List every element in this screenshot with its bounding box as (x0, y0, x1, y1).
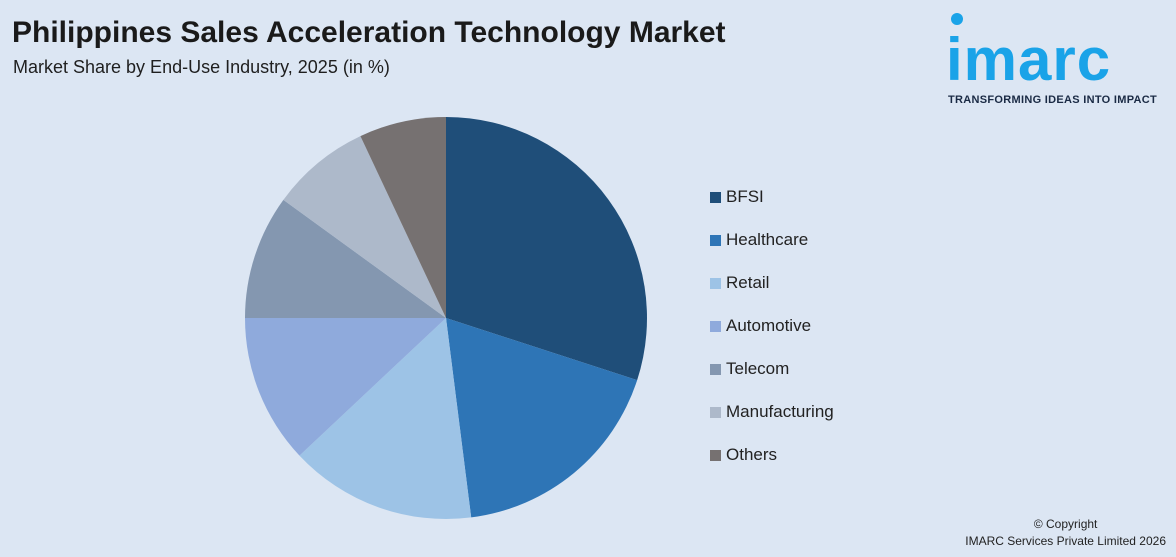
pie-slice-others (360, 117, 446, 318)
legend-swatch (710, 363, 721, 375)
legend-item-retail: Retail (710, 272, 769, 294)
pie-slice-healthcare (446, 318, 638, 518)
imarc-logo: imarc TRANSFORMING IDEAS INTO IMPACT (946, 12, 1170, 108)
logo-wordmark: imarc (946, 26, 1112, 93)
legend-item-others: Others (710, 444, 777, 466)
logo-tagline: TRANSFORMING IDEAS INTO IMPACT (948, 94, 1158, 106)
legend-swatch (710, 449, 721, 461)
legend-item-bfsi: BFSI (710, 186, 764, 208)
legend-label: Automotive (726, 316, 812, 335)
legend-item-healthcare: Healthcare (710, 229, 808, 251)
copyright-line-1: © Copyright (1033, 517, 1098, 531)
copyright-notice: © Copyright IMARC Services Private Limit… (965, 516, 1166, 550)
legend-swatch (710, 320, 721, 332)
pie-slice-bfsi (446, 117, 647, 381)
legend-label: Telecom (726, 359, 790, 378)
pie-slice-retail (299, 318, 472, 520)
legend-swatch (710, 191, 721, 203)
legend-label: Others (726, 445, 778, 464)
legend-label: Manufacturing (726, 402, 834, 421)
logo-dot-icon (951, 13, 963, 25)
pie-slice-automotive (245, 318, 446, 456)
legend-item-manufacturing: Manufacturing (710, 401, 834, 423)
legend-item-automotive: Automotive (710, 315, 811, 337)
legend-label: Retail (726, 273, 770, 292)
legend-swatch (710, 406, 721, 418)
legend-item-telecom: Telecom (710, 358, 789, 380)
legend-swatch (710, 234, 721, 246)
pie-slice-manufacturing (283, 136, 446, 318)
pie-slice-telecom (245, 199, 446, 318)
legend-swatch (710, 277, 721, 289)
legend-label: Healthcare (726, 230, 809, 249)
chart-subtitle: Market Share by End-Use Industry, 2025 (… (13, 57, 390, 77)
legend-label: BFSI (726, 187, 764, 206)
chart-title: Philippines Sales Acceleration Technolog… (12, 16, 726, 49)
copyright-line-2: IMARC Services Private Limited 2026 (965, 534, 1166, 548)
